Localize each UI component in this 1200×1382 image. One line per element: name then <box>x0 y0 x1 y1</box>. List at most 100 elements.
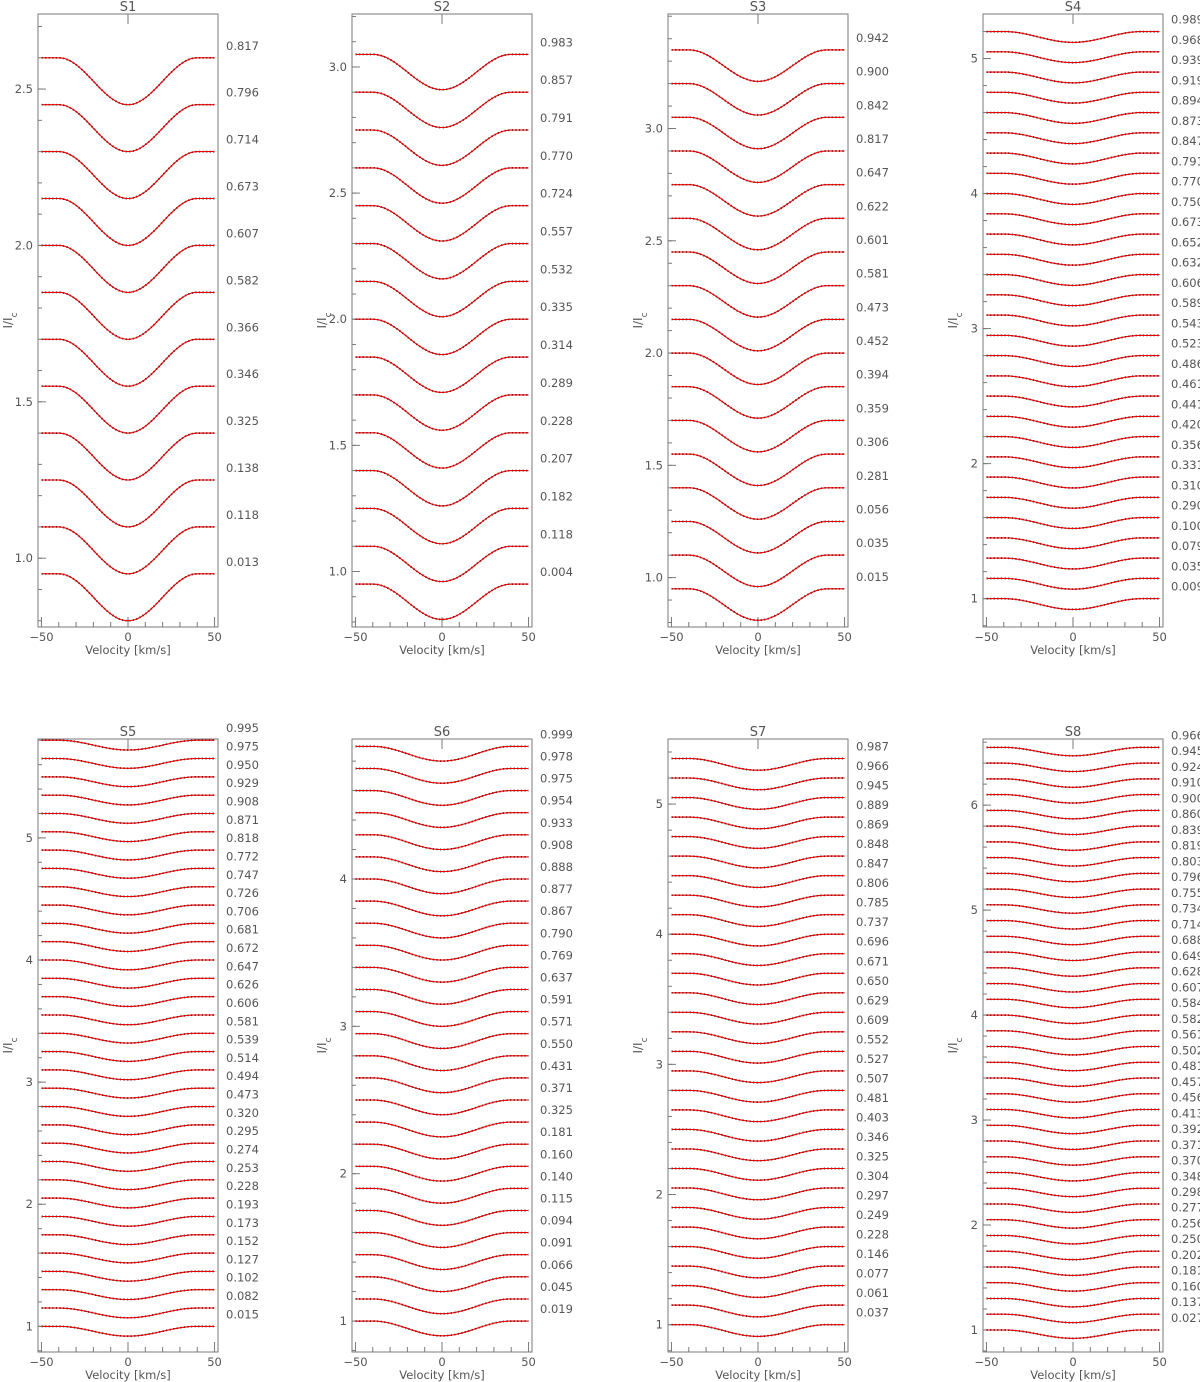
observed-profile <box>671 796 845 811</box>
phase-label: 0.290 <box>1171 499 1200 513</box>
model-profile <box>355 966 529 983</box>
model-profile <box>986 598 1160 610</box>
phase-label: 0.346 <box>856 1130 889 1144</box>
phase-label: 0.550 <box>540 1037 573 1051</box>
model-profile <box>671 1324 845 1337</box>
plot-frame <box>982 13 1164 628</box>
phase-label: 0.077 <box>856 1267 889 1281</box>
observed-profile <box>986 762 1160 773</box>
model-profile <box>986 71 1160 84</box>
observed-profile <box>671 352 845 386</box>
phase-label: 0.582 <box>1171 1012 1200 1026</box>
phase-label: 0.314 <box>540 338 573 352</box>
model-profile <box>355 243 529 280</box>
model-profile <box>355 129 529 166</box>
phase-label: 0.672 <box>226 941 259 955</box>
observed-profile <box>671 1128 845 1143</box>
phase-label: 0.481 <box>856 1091 889 1105</box>
observed-profile <box>671 82 845 116</box>
y-tick-label: 1 <box>971 1323 978 1337</box>
phase-label: 0.473 <box>226 1088 259 1102</box>
phase-label: 0.601 <box>856 233 889 247</box>
phase-label: 0.673 <box>1171 215 1200 229</box>
observed-profile <box>986 1124 1160 1135</box>
model-profile <box>41 291 215 340</box>
observed-profile <box>986 1061 1160 1072</box>
observed-profile <box>41 995 215 1008</box>
phase-label: 0.975 <box>226 740 259 754</box>
phase-label: 0.632 <box>1171 256 1200 270</box>
phase-label: 0.696 <box>856 935 889 949</box>
model-profile <box>671 217 845 251</box>
model-profile <box>986 31 1160 43</box>
phase-label: 0.894 <box>1171 94 1200 108</box>
phase-label: 0.102 <box>226 1271 259 1285</box>
phase-label: 0.622 <box>856 199 889 213</box>
observed-profile <box>671 1011 845 1025</box>
observed-profile <box>41 338 215 388</box>
y-axis-label: I/Ic <box>315 1037 334 1053</box>
y-tick-label: 5 <box>26 831 33 845</box>
phase-label: 0.584 <box>1171 996 1200 1010</box>
x-tick-label: 50 <box>207 1355 222 1369</box>
observed-profile <box>986 1187 1160 1198</box>
model-profile <box>986 476 1160 489</box>
model-profile <box>41 941 215 953</box>
panel-s8: S8 −50 0 50 Velocity [km/s] 1 2 3 4 5 6 I/Ic 0.027 0.… <box>946 725 1200 1382</box>
observed-profile <box>986 557 1160 570</box>
model-profile <box>986 172 1160 185</box>
observed-profile <box>41 1233 215 1246</box>
model-profile <box>986 557 1160 570</box>
observed-profile <box>671 150 845 184</box>
model-profile <box>671 116 845 150</box>
observed-profile <box>986 1250 1160 1261</box>
phase-label: 0.015 <box>226 1307 259 1321</box>
model-profile <box>41 1069 215 1081</box>
phase-label: 0.724 <box>540 187 573 201</box>
model-profile <box>355 394 529 431</box>
phase-label: 0.532 <box>540 262 573 276</box>
model-profile <box>986 967 1160 977</box>
x-tick-label: 0 <box>754 1355 761 1369</box>
x-tick-label: −50 <box>659 1355 683 1369</box>
phase-label: 0.320 <box>226 1106 259 1120</box>
observed-profile <box>41 103 215 153</box>
phase-label: 0.507 <box>856 1071 889 1085</box>
observed-profile <box>41 940 215 953</box>
observed-profile <box>355 1054 529 1072</box>
model-profile <box>986 778 1160 788</box>
model-profile <box>355 922 529 939</box>
model-profile <box>41 1032 215 1044</box>
observed-profile <box>986 253 1160 266</box>
observed-profile <box>41 479 215 528</box>
model-profile <box>355 1187 529 1204</box>
panel-s1: S1 −50 0 50 Velocity [km/s] 1.0 1.5 2.0 2.5 I/Ic 0… <box>1 0 259 657</box>
model-profile <box>41 977 215 989</box>
model-profile <box>986 951 1160 962</box>
observed-profile <box>986 1218 1160 1229</box>
phase-label: 0.552 <box>856 1032 889 1046</box>
model-profile <box>41 922 215 934</box>
panel-s3: S3 −50 0 50 Velocity [km/s] 1.0 1.5 2.0 2.5 3.0 I/… <box>631 0 889 657</box>
y-axis-label: I/Ic <box>315 312 334 328</box>
phase-label: 0.869 <box>856 818 889 832</box>
observed-profile <box>355 1010 529 1028</box>
model-profile <box>986 1282 1160 1292</box>
observed-profile <box>671 933 845 947</box>
observed-profile <box>41 1105 215 1118</box>
observed-profile <box>355 53 529 91</box>
y-tick-label: 1 <box>656 1318 663 1332</box>
observed-profile <box>355 878 529 895</box>
phase-label: 0.061 <box>856 1286 889 1300</box>
x-axis-label: Velocity [km/s] <box>1030 643 1115 657</box>
model-profile <box>41 739 215 751</box>
model-profile <box>986 274 1160 286</box>
observed-profile <box>41 812 215 825</box>
phase-label: 0.009 <box>1171 580 1200 594</box>
x-tick-label: 0 <box>438 1355 445 1369</box>
model-profile <box>986 1045 1160 1056</box>
model-profile <box>355 834 529 851</box>
phase-label: 0.652 <box>1171 235 1200 249</box>
model-profile <box>986 415 1160 428</box>
observed-profile <box>986 1092 1160 1104</box>
